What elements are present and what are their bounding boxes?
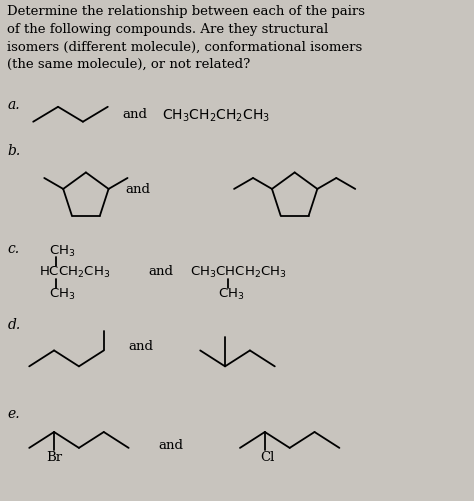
Text: and: and [128, 339, 154, 352]
Text: and: and [158, 438, 183, 451]
Text: Cl: Cl [260, 450, 274, 463]
Text: $\mathsf{CH_3CH_2CH_2CH_3}$: $\mathsf{CH_3CH_2CH_2CH_3}$ [163, 108, 271, 124]
Text: and: and [148, 265, 173, 278]
Text: $\mathsf{CH_3}$: $\mathsf{CH_3}$ [218, 286, 245, 301]
Text: $\mathsf{CH_3}$: $\mathsf{CH_3}$ [49, 286, 75, 301]
Text: Br: Br [46, 450, 62, 463]
Text: e.: e. [8, 406, 20, 420]
Text: d.: d. [8, 317, 20, 331]
Text: Determine the relationship between each of the pairs
of the following compounds.: Determine the relationship between each … [8, 6, 365, 71]
Text: $\mathsf{CH_3}$: $\mathsf{CH_3}$ [49, 243, 75, 259]
Text: and: and [123, 108, 148, 121]
Text: $\mathsf{HCCH_2CH_3}$: $\mathsf{HCCH_2CH_3}$ [39, 265, 110, 280]
Text: b.: b. [8, 143, 20, 157]
Text: and: and [126, 183, 151, 196]
Text: c.: c. [8, 241, 19, 256]
Text: $\mathsf{CH_3CHCH_2CH_3}$: $\mathsf{CH_3CHCH_2CH_3}$ [190, 265, 287, 280]
Text: a.: a. [8, 98, 20, 112]
